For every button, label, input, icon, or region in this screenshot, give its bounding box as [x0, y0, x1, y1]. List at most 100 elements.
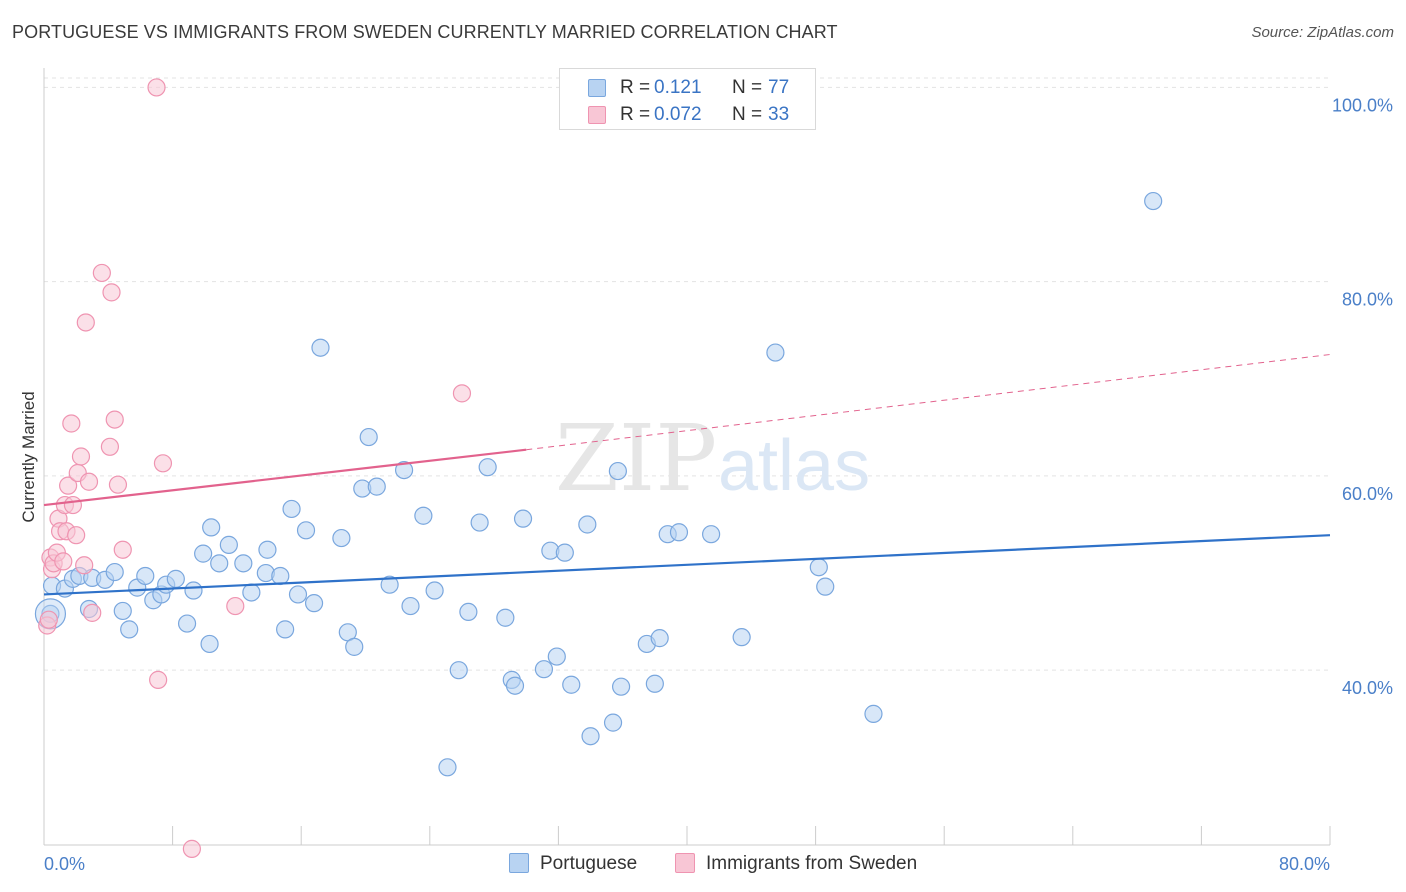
x-tick-label-min: 0.0% — [44, 854, 85, 874]
watermark-atlas: atlas — [718, 426, 870, 506]
data-point — [562, 675, 581, 694]
legend-r-value: 0.121 — [654, 77, 702, 98]
data-point — [166, 569, 185, 588]
data-point — [438, 758, 457, 777]
watermark: ZIP atlas — [555, 405, 870, 512]
data-point — [401, 596, 420, 616]
trend-line-sweden — [43, 448, 527, 507]
data-point — [108, 475, 128, 494]
data-point — [534, 660, 554, 679]
legend-r-label: R = — [620, 77, 651, 98]
data-point — [59, 476, 78, 495]
x-axis-ticks — [43, 826, 1331, 845]
data-point — [136, 566, 155, 586]
data-point — [581, 727, 600, 746]
trend-line-sweden-extension — [526, 354, 1331, 451]
data-point — [184, 581, 203, 600]
data-point — [359, 427, 378, 447]
legend-n-label: N = — [732, 104, 763, 125]
legend-swatch-portuguese — [588, 79, 606, 97]
watermark-zip: ZIP — [555, 405, 717, 512]
data-point — [669, 523, 689, 542]
data-point — [194, 544, 213, 563]
y-tick-label: 100.0% — [1332, 95, 1393, 115]
data-point — [547, 647, 566, 666]
data-point — [226, 596, 245, 616]
data-point — [311, 338, 330, 357]
data-point — [149, 670, 168, 689]
data-point — [177, 614, 197, 633]
x-tick-label-max: 80.0% — [1279, 854, 1330, 874]
data-point — [470, 513, 489, 532]
legend-r-label: R = — [620, 104, 651, 125]
data-point — [67, 526, 86, 545]
data-point — [71, 447, 91, 466]
data-point — [496, 608, 515, 627]
data-point — [105, 562, 124, 582]
data-point — [62, 414, 81, 433]
chart-title: PORTUGUESE VS IMMIGRANTS FROM SWEDEN CUR… — [12, 22, 838, 42]
y-axis-label: Currently Married — [19, 391, 38, 522]
data-point — [271, 566, 290, 586]
data-point — [202, 518, 221, 537]
trend-line-portuguese — [43, 534, 1331, 596]
data-point — [645, 674, 664, 693]
trend-lines — [43, 354, 1331, 596]
data-point — [702, 525, 721, 544]
data-point — [367, 477, 386, 496]
data-point — [578, 515, 597, 534]
data-point — [200, 634, 219, 654]
data-point — [1144, 191, 1163, 211]
data-point — [276, 620, 295, 639]
data-point — [608, 461, 627, 481]
data-point — [809, 558, 828, 577]
legend-n-label: N = — [732, 77, 763, 98]
legend-label-sweden: Immigrants from Sweden — [706, 853, 918, 874]
data-point — [452, 384, 472, 403]
data-point — [304, 594, 324, 613]
data-point — [153, 454, 173, 473]
data-point — [92, 263, 111, 283]
data-point — [380, 575, 399, 594]
data-point — [459, 602, 478, 622]
legend-swatch-sweden — [675, 853, 695, 873]
data-point — [147, 78, 166, 97]
data-point — [603, 713, 623, 732]
y-tick-label: 80.0% — [1342, 290, 1393, 310]
data-point — [242, 583, 261, 602]
legend-row-portuguese: R = 0.121 N = 77 — [560, 75, 815, 101]
data-point — [102, 283, 121, 302]
data-point — [113, 540, 132, 559]
data-point — [75, 556, 94, 575]
y-tick-labels: 40.0% 60.0% 80.0% 100.0% — [1332, 95, 1393, 698]
legend-swatch-portuguese — [509, 853, 529, 873]
data-point — [39, 610, 58, 629]
data-point — [234, 554, 253, 573]
data-point — [100, 437, 120, 456]
sweden-points — [38, 78, 472, 858]
data-point — [210, 554, 229, 573]
data-point — [182, 839, 201, 858]
data-point — [63, 495, 83, 515]
data-point — [513, 509, 533, 528]
legend-stats: R = 0.121 N = 77 R = 0.072 N = 33 — [559, 68, 816, 130]
data-point — [79, 472, 99, 491]
data-point — [732, 628, 751, 647]
data-point — [288, 585, 308, 604]
data-point — [650, 629, 669, 648]
data-point — [105, 410, 124, 429]
data-point — [76, 313, 95, 332]
data-point — [864, 704, 883, 723]
data-point — [449, 661, 468, 680]
gridlines — [44, 77, 1330, 671]
legend-series: Portuguese Immigrants from Sweden — [0, 852, 1406, 878]
data-point — [425, 581, 444, 600]
data-point — [816, 577, 835, 596]
data-point — [54, 552, 73, 571]
y-tick-label: 60.0% — [1342, 484, 1393, 504]
legend-n-value: 33 — [768, 104, 790, 125]
legend-row-sweden: R = 0.072 N = 33 — [560, 102, 815, 128]
data-point — [120, 620, 139, 639]
data-point — [478, 458, 497, 477]
